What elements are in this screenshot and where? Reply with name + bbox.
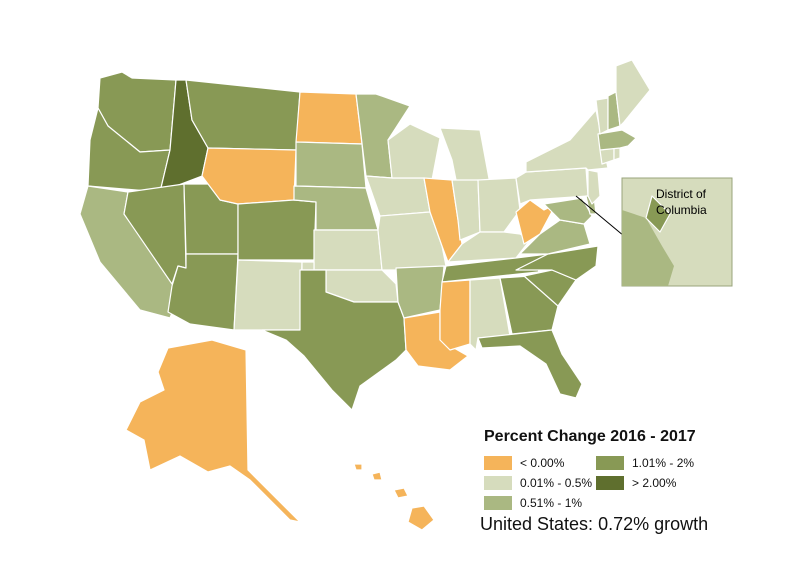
state-wi <box>387 123 441 181</box>
state-tx <box>261 269 407 411</box>
legend-label-mid: 0.51% - 1% <box>520 496 583 510</box>
state-co <box>237 199 317 261</box>
state-hi-big <box>407 505 435 531</box>
state-fl <box>477 329 583 399</box>
inset-title-line1: District of <box>656 187 707 201</box>
dc-inset-virginia <box>622 210 674 286</box>
inset-title-line2: Columbia <box>656 203 707 217</box>
legend-item-high: 1.01% - 2% <box>596 456 694 470</box>
state-nm <box>233 259 303 331</box>
legend-swatch-top <box>596 476 624 490</box>
legend-swatch-high <box>596 456 624 470</box>
state-ak <box>125 339 301 523</box>
legend-item-negative: < 0.00% <box>484 456 564 470</box>
legend-label-low: 0.01% - 0.5% <box>520 476 593 490</box>
state-me <box>615 59 651 127</box>
state-ms <box>439 279 471 351</box>
state-ma <box>597 129 637 151</box>
state-sd <box>295 141 367 189</box>
legend-item-low: 0.01% - 0.5% <box>484 476 592 490</box>
state-hi-maui <box>393 487 409 499</box>
state-nj <box>587 169 601 205</box>
state-hi-oahu <box>371 471 383 481</box>
legend-item-top: > 2.00% <box>596 476 676 490</box>
legend-item-mid: 0.51% - 1% <box>484 496 582 510</box>
state-ri <box>613 147 621 161</box>
legend: Percent Change 2016 - 2017 < 0.00% 0.01%… <box>478 428 778 548</box>
legend-title: Percent Change 2016 - 2017 <box>484 428 696 445</box>
state-md <box>543 197 593 225</box>
legend-swatch-low <box>484 476 512 490</box>
state-in <box>451 179 481 241</box>
state-ct <box>599 147 615 165</box>
state-hi-kauai <box>353 463 363 471</box>
legend-label-top: > 2.00% <box>632 476 677 490</box>
state-ar <box>395 265 445 319</box>
legend-swatch-negative <box>484 456 512 470</box>
state-wy <box>201 147 297 205</box>
state-ny <box>525 109 609 173</box>
state-mt <box>185 79 301 151</box>
legend-swatch-mid <box>484 496 512 510</box>
legend-label-high: 1.01% - 2% <box>632 456 695 470</box>
state-oh <box>477 177 521 233</box>
state-nd <box>295 91 363 145</box>
state-dc <box>645 195 671 233</box>
state-ks <box>313 229 383 271</box>
inset-leader-line <box>575 195 625 237</box>
state-ia <box>365 175 431 217</box>
legend-label-negative: < 0.00% <box>520 456 565 470</box>
state-ky <box>447 231 531 263</box>
us-total-growth: United States: 0.72% growth <box>480 514 709 534</box>
